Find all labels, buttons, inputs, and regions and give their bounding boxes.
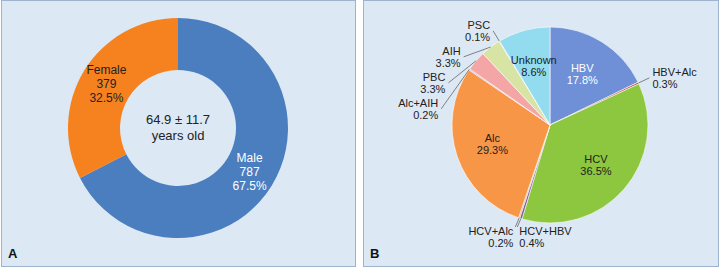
value-label: 36.5% (580, 165, 611, 177)
data-label: Alc29.3% (477, 132, 508, 156)
category-label: Male (237, 151, 263, 165)
category-label: AIH (442, 45, 460, 57)
value-label: 32.5% (89, 91, 123, 105)
plot: HBV17.8%HCV36.5%Alc29.3%Unknown8.6%PSC0.… (398, 19, 697, 249)
leader-line (441, 69, 469, 108)
slices (68, 18, 288, 238)
value-label: 67.5% (233, 179, 267, 193)
labels: 64.9 ± 11.7years old Male78767.5% Female37… (86, 63, 267, 193)
panel-label: B (370, 246, 379, 261)
category-label: HCV+Alc (468, 225, 513, 237)
center-label: 64.9 ± 11.7years old (146, 112, 210, 143)
category-label: PBC (423, 71, 446, 83)
category-label: PSC (467, 19, 490, 31)
slice (68, 18, 178, 178)
plot: 64.9 ± 11.7years old Male78767.5% Female37… (68, 18, 288, 238)
slice (500, 27, 550, 125)
data-label: HBV+Alc0.3% (652, 66, 697, 90)
panel-background (2, 1, 356, 267)
slices (452, 27, 648, 223)
panel-background (364, 1, 719, 267)
category-label: Alc+AIH (398, 97, 438, 109)
value-label: 3.3% (436, 57, 461, 69)
value-label: 17.8% (567, 73, 598, 85)
data-label: HCV+HBV0.4% (519, 225, 572, 249)
category-label: HBV (571, 61, 594, 73)
data-label: Alc+AIH0.2% (398, 97, 438, 121)
data-label: HCV+Alc0.2% (468, 225, 513, 249)
data-label: AIH3.3% (436, 45, 461, 69)
labels: HBV17.8%HCV36.5%Alc29.3%Unknown8.6%PSC0.… (398, 19, 697, 249)
value-label: 0.4% (519, 237, 544, 249)
category-label: Unknown (511, 54, 557, 66)
data-label: PBC3.3% (420, 71, 445, 95)
data-label: Male78767.5% (233, 151, 267, 193)
panel-label: A (8, 246, 18, 261)
category-label: HCV (584, 153, 608, 165)
panel: HBV17.8%HCV36.5%Alc29.3%Unknown8.6%PSC0.… (364, 1, 719, 267)
category-label: HBV+Alc (652, 66, 697, 78)
data-label: Female37932.5% (86, 63, 126, 105)
value-label: 0.2% (413, 109, 438, 121)
leader-line (493, 31, 499, 41)
data-label: Unknown8.6% (511, 54, 557, 78)
value-label: 3.3% (420, 83, 445, 95)
chart-svg: 64.9 ± 11.7years old Male78767.5% Female37… (0, 0, 720, 268)
category-label: Alc (485, 132, 501, 144)
count-label: 379 (96, 77, 116, 91)
category-label: Female (86, 63, 126, 77)
figure: 64.9 ± 11.7years old Male78767.5% Female37… (0, 0, 720, 268)
data-label: PSC0.1% (465, 19, 490, 43)
value-label: 0.1% (465, 31, 490, 43)
leader-line (464, 47, 491, 57)
value-label: 0.2% (488, 237, 513, 249)
value-label: 29.3% (477, 144, 508, 156)
category-label: HCV+HBV (519, 225, 572, 237)
leader-line (639, 78, 650, 83)
data-label: HBV17.8% (567, 61, 598, 85)
value-label: 8.6% (521, 66, 546, 78)
center-label-line: 64.9 ± 11.7 (146, 112, 210, 127)
center-label-line: years old (152, 128, 205, 143)
panel: 64.9 ± 11.7years old Male78767.5% Female37… (2, 1, 356, 267)
leader-line (515, 218, 519, 227)
count-label: 787 (240, 165, 260, 179)
value-label: 0.3% (652, 78, 677, 90)
data-label: HCV36.5% (580, 153, 611, 177)
